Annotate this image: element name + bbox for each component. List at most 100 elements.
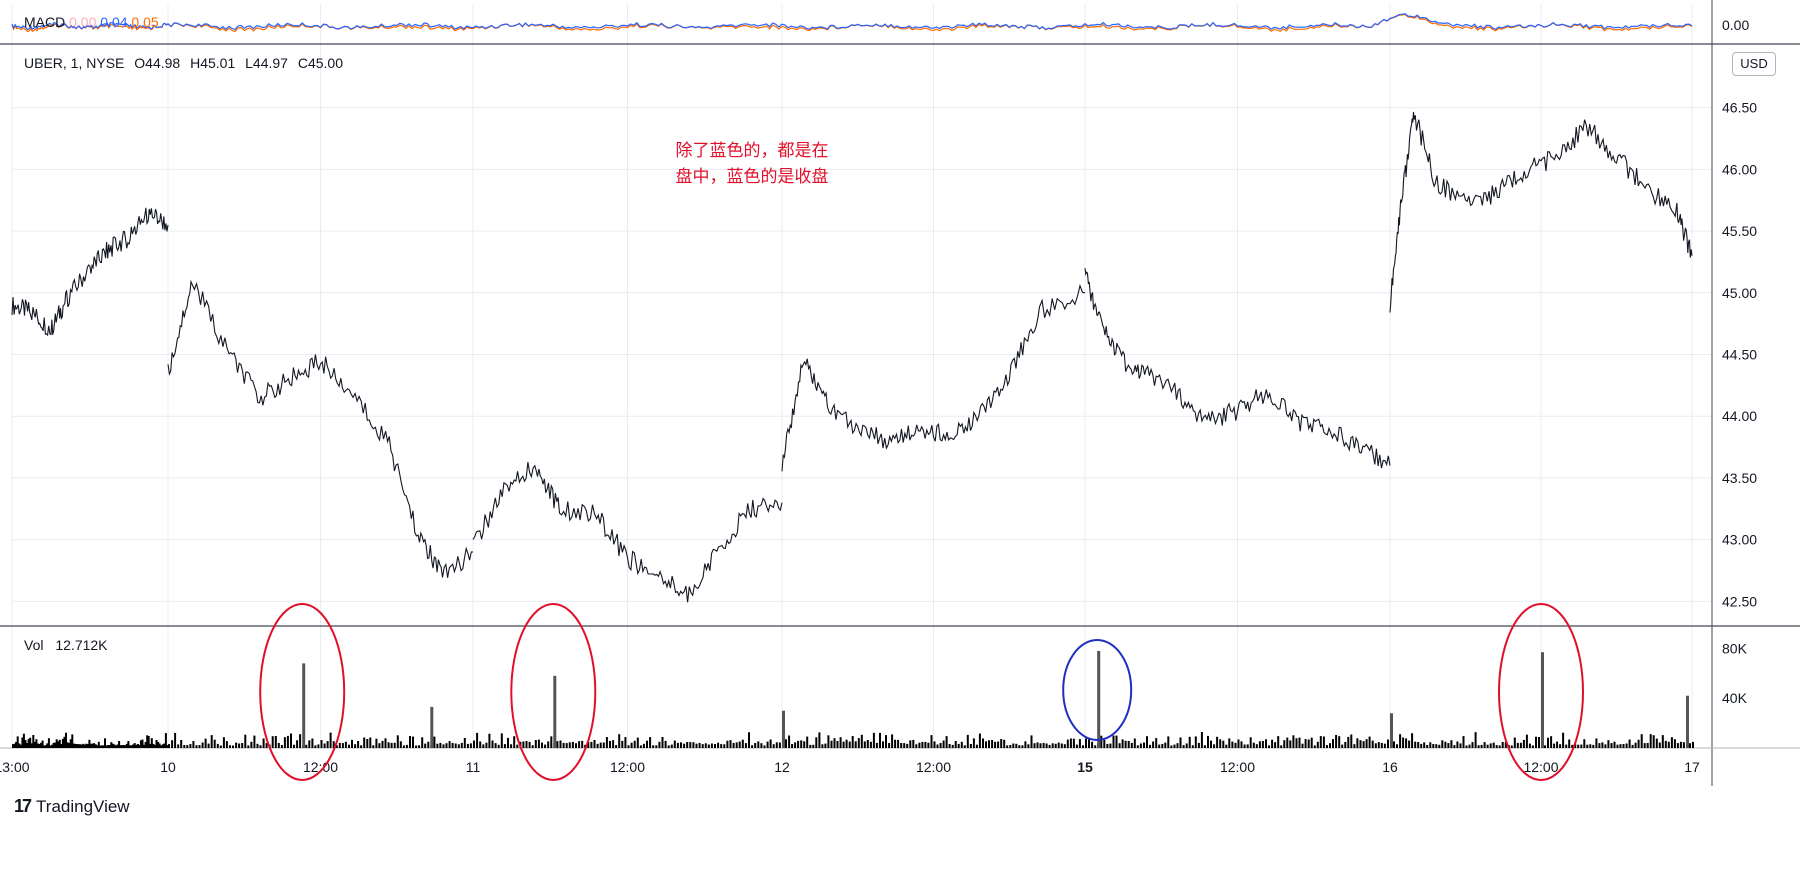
volume-bar [1471,742,1474,748]
volume-bar [155,740,158,748]
volume-bar [497,744,500,748]
volume-bar [1423,742,1426,748]
volume-bar [717,742,720,748]
volume-bar [1304,739,1307,748]
volume-bar [1161,743,1164,748]
annotation-ellipse [510,603,597,781]
volume-bar [575,743,577,748]
volume-bar [1048,744,1051,748]
volume-bar [1459,743,1462,748]
volume-bar [888,743,891,748]
volume-bar [541,742,543,748]
volume-bar [280,745,283,748]
volume-bar [1550,736,1553,748]
volume-bar [1344,742,1347,748]
volume-bar [658,741,661,748]
annotation-note: 除了蓝色的，都是在 盘中，蓝色的是收盘 [662,138,842,190]
volume-bar [633,740,636,748]
volume-bar [71,734,74,748]
volume-bar [473,740,475,748]
volume-bar [1628,739,1631,748]
volume-bar [695,743,698,748]
volume-bar [1616,744,1619,748]
volume-bar [1143,742,1145,748]
volume-bar [55,739,58,748]
volume-bar [442,744,445,748]
volume-bar [1492,742,1495,748]
volume-bar [1319,736,1322,748]
close-value: C45.00 [297,55,344,71]
annotation-line-2: 盘中，蓝色的是收盘 [675,167,829,187]
volume-bar [1182,745,1185,748]
volume-bar [714,744,716,748]
volume-bar [963,745,966,748]
volume-bar [1414,741,1417,748]
volume-bar [274,736,277,748]
volume-bar [326,741,329,748]
volume-bar [122,745,125,748]
volume-bar [1559,744,1562,748]
volume-bar [513,736,516,748]
volume-bar [1510,745,1513,748]
volume-bar [1307,739,1310,748]
volume-bar [1274,742,1277,748]
volume-bar [1619,744,1622,748]
volume-bar [909,740,912,748]
volume-bar [1130,742,1133,748]
volume-bar [1371,740,1374,748]
volume-bar [559,740,562,748]
volume-legend: Vol 12.712K [24,637,116,653]
volume-bar [1100,735,1103,748]
volume-bar [335,745,338,748]
volume-bar [1027,744,1030,748]
volume-bar [1332,739,1334,748]
volume-bar [627,745,630,748]
volume-bar [40,742,43,748]
volume-bar [102,745,105,748]
symbol-label[interactable]: UBER, 1, NYSE [24,55,125,71]
currency-badge[interactable]: USD [1732,52,1776,76]
volume-bar [1139,743,1142,748]
volume-bar [93,743,96,748]
volume-bar [818,732,821,748]
tradingview-brand[interactable]: 17 TradingView [14,796,130,817]
volume-bar [1359,740,1362,748]
volume-bar [144,742,147,748]
volume-bar [1234,742,1237,748]
volume-bar [1637,739,1640,748]
volume-bar [157,741,160,748]
volume-bar [1438,744,1441,748]
volume-bar [13,743,16,748]
volume-bar [216,743,219,748]
volume-bar [80,744,83,748]
volume-bar [1329,743,1331,748]
volume-bar [129,745,131,748]
price-line-session [1084,268,1391,469]
time-tick-label: 17 [1684,759,1700,775]
volume-bar [1474,732,1477,748]
volume-bar [1444,741,1447,748]
volume-bar [707,744,710,748]
volume-bar [1249,737,1252,748]
volume-bar [1689,743,1691,748]
volume-bar [1429,742,1432,748]
volume-bar [83,744,86,748]
tradingview-logo-icon: 17 [14,796,32,816]
volume-bar [161,744,164,748]
volume-bar [451,742,454,748]
volume-bar [1316,741,1319,748]
volume-title: Vol [24,637,44,653]
volume-bar [1155,738,1158,748]
volume-bar [329,732,332,748]
volume-spike-bar [1541,652,1544,748]
volume-bar [147,736,150,748]
volume-bar [1152,741,1155,748]
price-line-session [11,207,169,337]
volume-bar [726,740,729,748]
volume-bar [65,732,67,748]
volume-bar [809,744,812,748]
volume-bar [26,743,28,748]
volume-bar [158,743,161,748]
